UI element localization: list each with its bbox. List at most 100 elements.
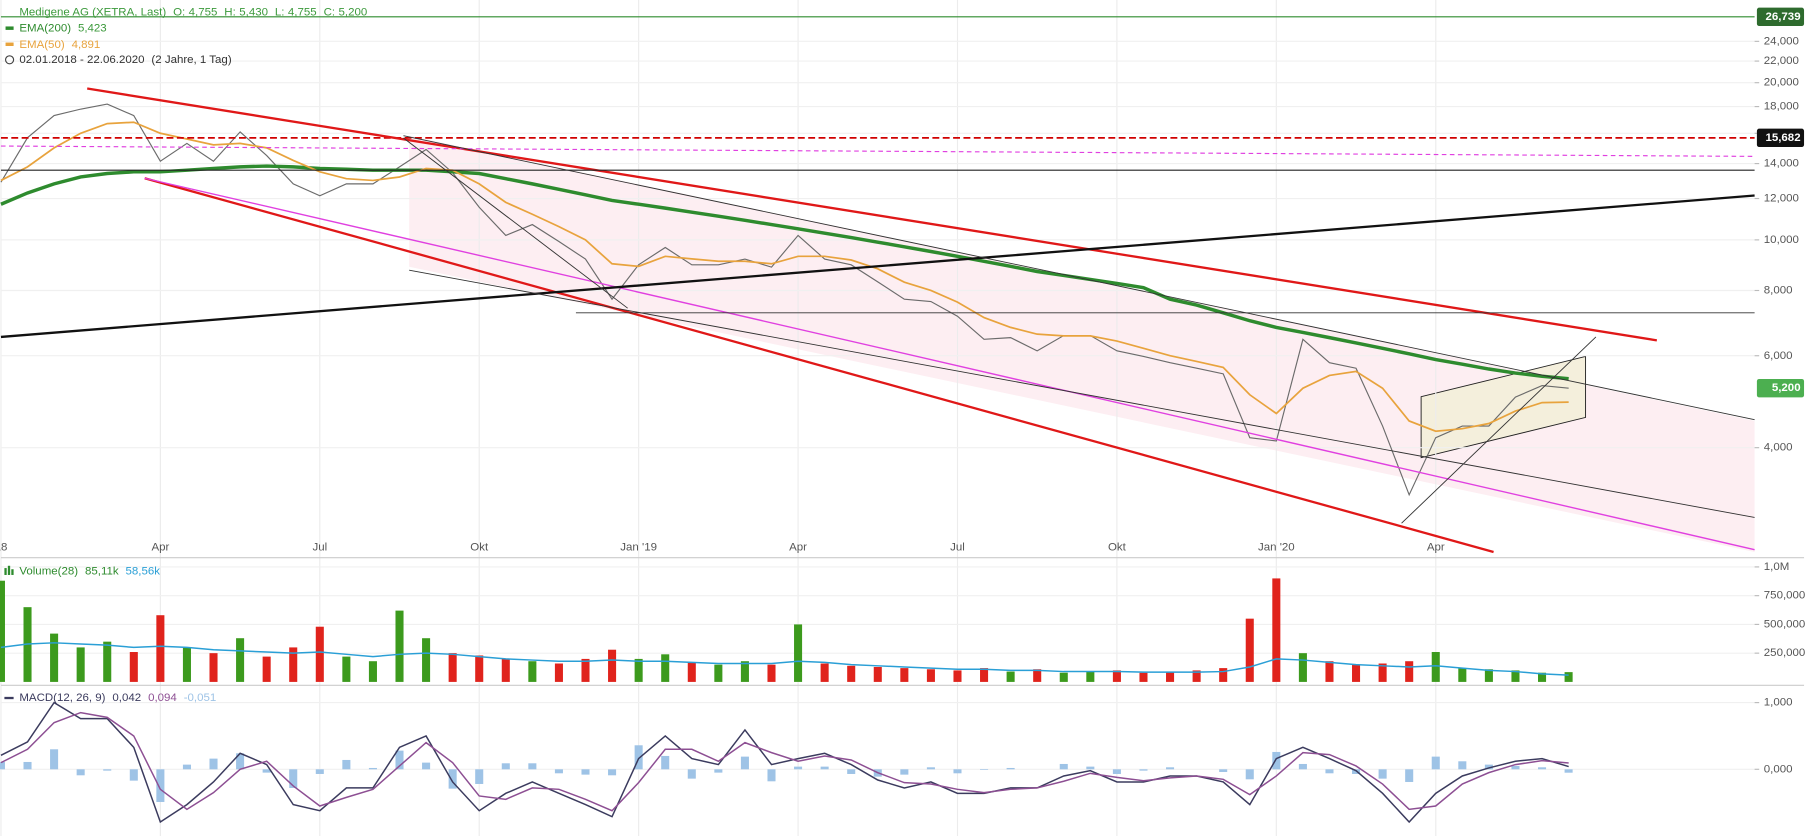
x-tick-label: Apr bbox=[1427, 541, 1445, 553]
legend-swatch bbox=[5, 42, 14, 46]
y-tick-label: 500,000 bbox=[1764, 618, 1805, 630]
clock-icon bbox=[4, 55, 15, 65]
quote-value: 4,755 bbox=[288, 7, 317, 19]
bar bbox=[315, 626, 324, 682]
legend-name: EMA(50) bbox=[19, 39, 64, 51]
bar bbox=[554, 769, 563, 774]
bar bbox=[1245, 618, 1254, 682]
y-tick-label: 20,000 bbox=[1764, 77, 1799, 89]
x-tick-label: Apr bbox=[789, 541, 807, 553]
y-tick-label: 24,000 bbox=[1764, 35, 1799, 47]
series-line bbox=[0, 642, 1569, 676]
bar bbox=[900, 769, 909, 775]
bar bbox=[1112, 670, 1121, 682]
bar bbox=[1272, 578, 1281, 682]
bar bbox=[1033, 669, 1042, 682]
legend-entry: EMA(50) 4,891 bbox=[19, 39, 100, 51]
trend-line bbox=[0, 145, 1755, 157]
series-line bbox=[0, 164, 1569, 381]
bar bbox=[23, 761, 32, 770]
price-badge-label: 5,200 bbox=[1772, 382, 1801, 394]
bar bbox=[1219, 668, 1228, 682]
bar bbox=[236, 753, 245, 770]
bar bbox=[1484, 764, 1493, 770]
bar bbox=[422, 762, 431, 770]
bar bbox=[1405, 661, 1414, 682]
bar bbox=[1112, 769, 1121, 774]
bar bbox=[315, 769, 324, 774]
bar bbox=[1431, 756, 1440, 770]
trend-line bbox=[87, 87, 1658, 342]
bar bbox=[1538, 767, 1547, 770]
macd-legend: MACD(12, 26, 9) 0,042 0,094 -0,051 bbox=[19, 692, 216, 704]
bar bbox=[1166, 671, 1175, 682]
bar bbox=[1325, 769, 1334, 774]
bar bbox=[661, 755, 670, 770]
flag-fill bbox=[1420, 355, 1587, 459]
legend-name: EMA(200) bbox=[19, 23, 71, 35]
y-tick-label: 22,000 bbox=[1764, 55, 1799, 67]
bar bbox=[501, 658, 510, 682]
bar bbox=[1245, 769, 1254, 780]
bar bbox=[1325, 661, 1334, 682]
volume-icon bbox=[7, 565, 11, 575]
bar bbox=[873, 666, 882, 682]
bar bbox=[794, 624, 803, 682]
bar bbox=[182, 764, 191, 770]
macd-icon bbox=[4, 696, 14, 700]
quote-value: 4,755 bbox=[189, 7, 218, 19]
legend-value: 0,094 bbox=[148, 692, 177, 704]
bar bbox=[926, 767, 935, 770]
bar bbox=[1192, 670, 1201, 682]
bar bbox=[554, 663, 563, 682]
bar bbox=[634, 658, 643, 682]
y-tick-label: 6,000 bbox=[1764, 350, 1793, 362]
bar bbox=[1352, 664, 1361, 682]
bar bbox=[1564, 769, 1573, 773]
period: (2 Jahre, 1 Tag) bbox=[151, 54, 231, 66]
bar bbox=[129, 652, 138, 682]
series-line bbox=[0, 103, 1569, 497]
price-axis: 4,0006,0008,00010,00012,00014,00016,0001… bbox=[1754, 7, 1805, 775]
instrument: Medigene AG (XETRA, Last) bbox=[19, 7, 166, 19]
bar bbox=[581, 658, 590, 682]
date-range: 02.01.2018 - 22.06.2020 (2 Jahre, 1 Tag) bbox=[19, 54, 231, 66]
subtitle: 02.01.2018 - 22.06.2020 bbox=[19, 54, 144, 66]
trend-line bbox=[403, 137, 628, 309]
bar bbox=[608, 769, 617, 776]
y-tick-label: 250,000 bbox=[1764, 647, 1805, 659]
x-tick-label: Okt bbox=[470, 541, 489, 553]
x-tick-label: Jul bbox=[950, 541, 965, 553]
y-tick-label: 4,000 bbox=[1764, 442, 1793, 454]
bar bbox=[1059, 672, 1068, 682]
x-tick-label: 18 bbox=[0, 541, 7, 553]
legend-name: MACD(12, 26, 9) bbox=[19, 692, 105, 704]
bar bbox=[847, 665, 856, 682]
price-badge bbox=[1756, 128, 1805, 148]
legend-swatch bbox=[5, 26, 14, 30]
bar bbox=[1458, 761, 1467, 770]
bar bbox=[767, 769, 776, 782]
y-tick-label: 8,000 bbox=[1764, 285, 1793, 297]
x-tick-label: Apr bbox=[151, 541, 169, 553]
legend-name: Volume(28) bbox=[19, 566, 78, 578]
bar bbox=[581, 769, 590, 775]
bar bbox=[1059, 763, 1068, 770]
legend-value: 0,042 bbox=[112, 692, 141, 704]
bar bbox=[1086, 671, 1095, 682]
bar bbox=[980, 769, 989, 770]
x-tick-label: Jan '19 bbox=[620, 541, 657, 553]
y-tick-label: 1,0M bbox=[1764, 561, 1790, 573]
bar bbox=[1139, 769, 1148, 771]
bar bbox=[714, 769, 723, 773]
volume-legend: Volume(28) 85,11k 58,56k bbox=[19, 566, 160, 578]
bar bbox=[395, 750, 404, 770]
bar bbox=[1511, 670, 1520, 682]
bar bbox=[740, 756, 749, 770]
price-badge bbox=[1756, 7, 1805, 27]
bar bbox=[926, 669, 935, 682]
trend-line bbox=[403, 135, 1755, 421]
quote-value: 5,430 bbox=[239, 7, 268, 19]
bar bbox=[1458, 668, 1467, 682]
